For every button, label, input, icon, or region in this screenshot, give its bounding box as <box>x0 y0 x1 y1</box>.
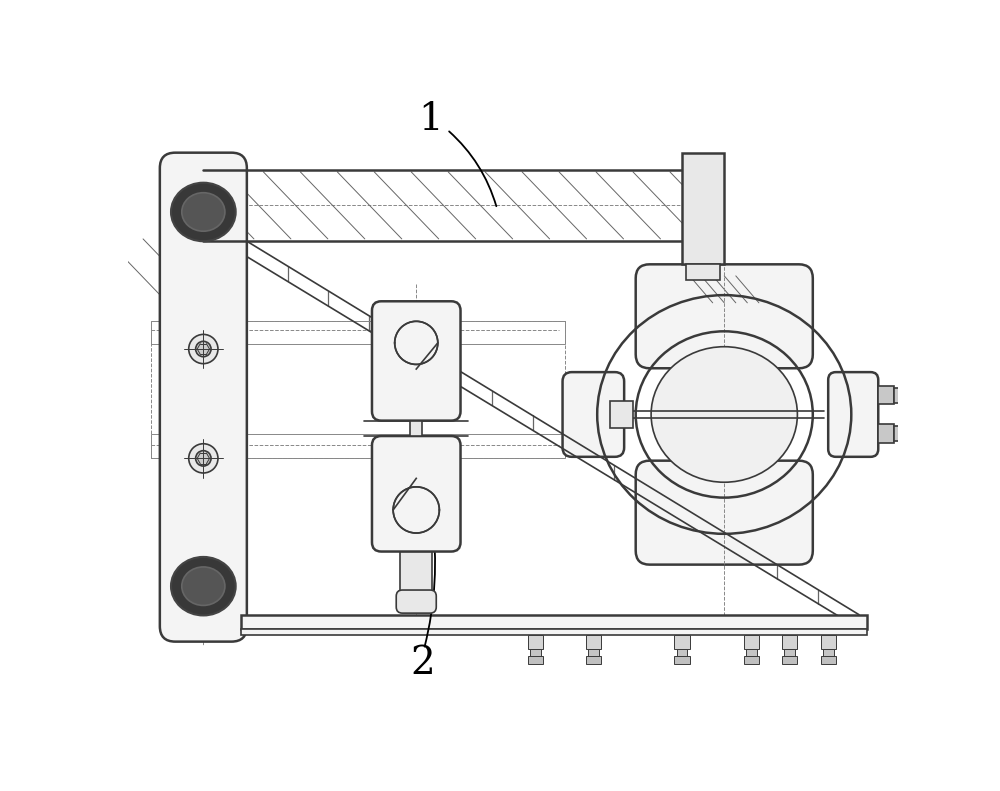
Bar <box>400 551 432 594</box>
Bar <box>746 649 757 657</box>
Bar <box>674 657 690 664</box>
Circle shape <box>196 451 211 466</box>
Bar <box>241 629 867 634</box>
Bar <box>528 657 543 664</box>
Bar <box>410 421 422 436</box>
FancyBboxPatch shape <box>636 460 813 565</box>
Bar <box>878 428 913 440</box>
Bar <box>878 425 894 443</box>
Bar <box>674 634 690 649</box>
Bar <box>823 649 834 657</box>
Circle shape <box>189 335 218 364</box>
Bar <box>878 386 894 404</box>
FancyBboxPatch shape <box>563 372 624 457</box>
Bar <box>241 615 867 629</box>
Circle shape <box>189 444 218 473</box>
FancyBboxPatch shape <box>160 153 247 642</box>
Bar <box>894 388 909 403</box>
Bar <box>151 320 565 457</box>
Bar <box>686 264 720 280</box>
Bar <box>744 634 759 649</box>
Bar <box>744 657 759 664</box>
Bar <box>586 634 601 649</box>
FancyBboxPatch shape <box>372 301 461 421</box>
Ellipse shape <box>171 557 236 615</box>
Ellipse shape <box>651 346 797 483</box>
Ellipse shape <box>171 183 236 241</box>
Bar <box>588 649 599 657</box>
Bar <box>782 634 797 649</box>
Bar <box>151 434 565 457</box>
Text: 2: 2 <box>410 645 435 682</box>
Ellipse shape <box>182 567 225 605</box>
FancyBboxPatch shape <box>828 372 878 457</box>
Bar <box>610 400 633 429</box>
Bar <box>784 649 795 657</box>
FancyBboxPatch shape <box>636 264 813 369</box>
Bar <box>530 649 541 657</box>
Bar <box>586 657 601 664</box>
Circle shape <box>196 342 211 357</box>
Bar <box>528 634 543 649</box>
Bar <box>677 649 687 657</box>
Bar <box>878 389 913 401</box>
Bar <box>682 153 724 264</box>
FancyBboxPatch shape <box>396 590 436 613</box>
Bar <box>820 634 836 649</box>
FancyBboxPatch shape <box>372 436 461 551</box>
Bar <box>782 657 797 664</box>
Text: 1: 1 <box>418 101 442 138</box>
Bar <box>151 320 565 343</box>
Bar <box>894 426 909 441</box>
Ellipse shape <box>182 193 225 231</box>
Bar <box>820 657 836 664</box>
